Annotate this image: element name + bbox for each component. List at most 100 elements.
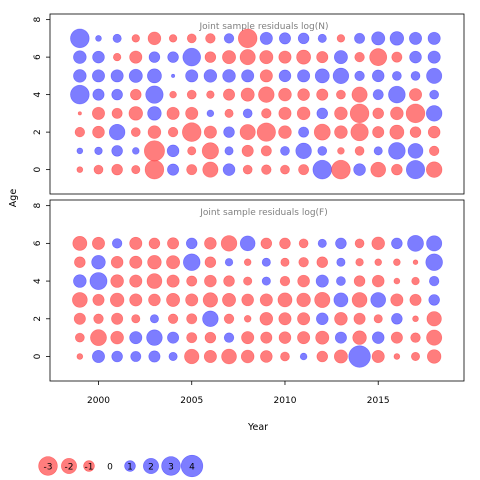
residual-bubble bbox=[405, 103, 426, 124]
residual-bubble bbox=[314, 291, 331, 308]
x-axis-label: Year bbox=[247, 422, 268, 433]
residual-bubble bbox=[167, 126, 179, 138]
residual-bubble bbox=[94, 146, 103, 156]
residual-bubble bbox=[203, 125, 217, 139]
residual-bubble bbox=[296, 106, 311, 121]
residual-bubble bbox=[202, 292, 218, 308]
x-tick-label: 2015 bbox=[367, 396, 390, 406]
residual-bubble bbox=[243, 315, 252, 323]
residual-bubble bbox=[393, 258, 401, 266]
legend-bubble bbox=[161, 456, 181, 476]
legend-label: 1 bbox=[127, 462, 133, 472]
y-tick-label: 8 bbox=[33, 203, 43, 209]
residual-bubble bbox=[242, 164, 253, 175]
y-tick-label: 6 bbox=[33, 240, 43, 246]
residual-bubble bbox=[92, 50, 105, 64]
residual-bubble bbox=[223, 88, 236, 101]
residual-bubble bbox=[409, 31, 422, 45]
y-tick-label: 0 bbox=[33, 166, 43, 172]
residual-bubble bbox=[369, 48, 388, 67]
x-tick-label: 2010 bbox=[274, 396, 297, 406]
residual-bubble bbox=[92, 293, 105, 306]
residual-bubble bbox=[317, 33, 327, 43]
residual-bubble bbox=[389, 31, 405, 46]
residual-bubble bbox=[353, 163, 366, 176]
residual-bubble bbox=[76, 147, 84, 155]
residual-bubble bbox=[72, 235, 88, 251]
residual-bubble bbox=[278, 312, 292, 326]
residual-bubble bbox=[405, 160, 426, 180]
legend-bubble bbox=[124, 460, 136, 472]
residual-bubble bbox=[206, 109, 215, 118]
panel-logN-y-axis: 0 2 4 6 8 bbox=[33, 16, 50, 172]
residual-bubble bbox=[222, 292, 236, 307]
residual-bubble bbox=[73, 312, 86, 325]
residual-bubble bbox=[427, 349, 442, 364]
legend-label: -1 bbox=[85, 462, 94, 472]
residual-bubble bbox=[241, 293, 254, 307]
residual-bubble bbox=[149, 314, 159, 324]
residual-bubble bbox=[370, 292, 386, 308]
residual-bubble bbox=[128, 68, 143, 83]
residual-bubble bbox=[411, 276, 420, 286]
residual-bubble bbox=[370, 161, 386, 178]
residual-bubble bbox=[411, 351, 421, 361]
residual-bubble bbox=[373, 314, 383, 324]
residual-bubble bbox=[315, 274, 329, 288]
residual-bubble bbox=[242, 108, 253, 119]
residual-bubble bbox=[297, 274, 310, 288]
residual-bubble bbox=[391, 313, 403, 325]
residual-bubble bbox=[349, 103, 370, 124]
residual-bubble bbox=[336, 34, 346, 43]
residual-bubble bbox=[171, 73, 176, 78]
residual-bubble bbox=[147, 255, 162, 270]
residual-bubble bbox=[354, 146, 365, 156]
legend-label: 2 bbox=[148, 462, 154, 472]
residual-bubble bbox=[239, 124, 256, 141]
y-tick-label: 0 bbox=[33, 353, 43, 359]
residual-bubble bbox=[77, 111, 82, 116]
residual-bubble bbox=[186, 237, 198, 250]
residual-bubble bbox=[239, 235, 256, 252]
residual-bubble bbox=[224, 108, 234, 118]
residual-bubble bbox=[111, 312, 124, 325]
residual-bubble bbox=[222, 69, 236, 83]
residual-bubble bbox=[222, 163, 236, 176]
residual-bubble bbox=[186, 33, 197, 44]
residual-bubble bbox=[110, 255, 124, 269]
residual-bubble bbox=[278, 32, 291, 45]
residual-bubble bbox=[374, 258, 382, 266]
residual-bubble bbox=[299, 352, 308, 361]
residual-bubble bbox=[109, 292, 125, 308]
residual-bubble bbox=[224, 146, 234, 156]
residual-bubble bbox=[336, 89, 346, 100]
residual-bubble bbox=[298, 164, 310, 176]
residual-bubble bbox=[73, 274, 87, 288]
residual-bubble bbox=[407, 143, 424, 159]
residual-bubble bbox=[280, 146, 290, 156]
panel-logN-frame bbox=[49, 13, 465, 195]
legend-bubble bbox=[180, 454, 204, 478]
residual-bubble bbox=[260, 331, 273, 344]
residual-bubble bbox=[371, 331, 385, 344]
residual-bubble bbox=[278, 50, 292, 64]
residual-bubble bbox=[260, 145, 272, 157]
residual-bubble bbox=[371, 274, 385, 288]
residual-bubble bbox=[70, 28, 90, 49]
residual-bubble bbox=[93, 313, 104, 324]
residual-bubble bbox=[427, 50, 441, 64]
residual-bubble bbox=[112, 52, 122, 62]
residual-bubble bbox=[204, 237, 217, 250]
residual-bubble bbox=[371, 31, 386, 46]
residual-bubble bbox=[353, 312, 366, 325]
residual-bubble bbox=[412, 259, 419, 265]
residual-bubble bbox=[108, 123, 126, 141]
residual-bubble bbox=[333, 349, 348, 364]
residual-bubble bbox=[316, 350, 328, 363]
residual-bubble bbox=[91, 255, 106, 270]
residual-bubble bbox=[280, 164, 290, 175]
residual-bubble bbox=[312, 159, 332, 180]
residual-bubble bbox=[261, 108, 272, 119]
residual-bubble bbox=[187, 146, 197, 156]
